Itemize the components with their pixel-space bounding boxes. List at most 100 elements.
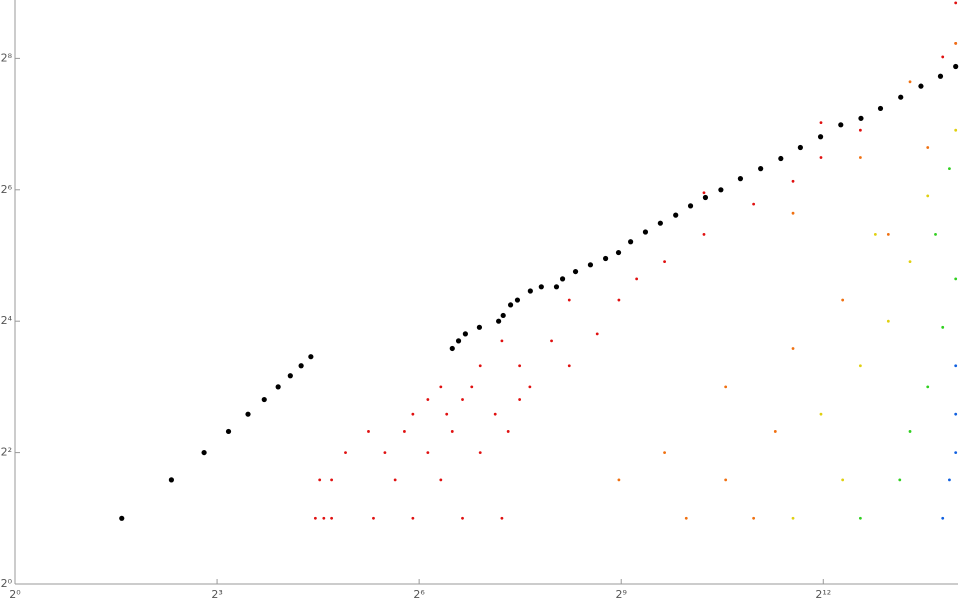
point — [168, 477, 174, 483]
point — [858, 128, 862, 132]
point — [954, 364, 958, 368]
point — [724, 478, 728, 482]
point — [948, 167, 951, 171]
point — [628, 239, 634, 245]
point — [344, 451, 347, 454]
point — [817, 134, 824, 140]
point — [450, 430, 454, 433]
point — [908, 260, 912, 264]
point — [587, 262, 594, 268]
x-tick-label: 2⁰ — [9, 588, 21, 601]
point — [496, 318, 502, 324]
point — [559, 276, 566, 282]
point — [724, 385, 728, 389]
point — [449, 345, 455, 352]
y-tick-label: 2⁶ — [1, 183, 13, 196]
point — [948, 478, 951, 482]
point — [838, 122, 844, 128]
point — [461, 516, 464, 520]
point — [439, 478, 443, 482]
point — [478, 364, 482, 368]
point — [841, 478, 845, 482]
point — [718, 187, 724, 193]
point — [506, 430, 510, 433]
point — [908, 80, 912, 84]
x-tick-label: 2¹² — [815, 588, 831, 601]
x-tick-label: 2³ — [211, 588, 222, 601]
point — [572, 268, 579, 275]
point — [673, 212, 679, 218]
point — [791, 211, 795, 215]
point — [954, 277, 958, 281]
point — [445, 412, 449, 416]
point — [886, 232, 890, 236]
point — [275, 384, 281, 390]
x-tick-label: 2⁹ — [616, 588, 627, 601]
point — [372, 516, 375, 520]
point — [245, 411, 251, 417]
point — [858, 115, 864, 121]
point — [819, 156, 823, 159]
point — [663, 260, 666, 264]
point — [877, 105, 884, 112]
point — [225, 428, 232, 435]
point — [528, 385, 532, 389]
point — [858, 156, 862, 159]
point — [500, 312, 506, 319]
point — [778, 155, 784, 162]
point — [918, 83, 924, 89]
point — [411, 516, 415, 520]
point — [941, 516, 945, 520]
point — [476, 324, 483, 330]
point — [553, 284, 560, 290]
point — [567, 364, 571, 368]
point — [411, 412, 415, 416]
point — [941, 55, 945, 59]
point — [858, 364, 862, 368]
point — [954, 41, 958, 45]
point — [330, 516, 334, 520]
point — [403, 430, 406, 433]
point — [873, 232, 877, 236]
point — [886, 319, 890, 323]
point — [617, 298, 621, 302]
point — [898, 94, 904, 100]
y-tick-label: 2⁰ — [1, 577, 13, 590]
point — [953, 63, 959, 70]
point — [858, 516, 862, 520]
point — [330, 478, 334, 482]
point — [426, 451, 430, 454]
point — [261, 396, 267, 403]
point — [493, 412, 497, 416]
point — [797, 144, 803, 151]
point — [635, 277, 639, 281]
point — [538, 284, 544, 290]
point — [684, 516, 688, 520]
point — [119, 515, 125, 521]
point — [439, 385, 443, 389]
point — [841, 298, 845, 302]
point — [702, 191, 706, 195]
point — [642, 229, 649, 235]
point — [657, 220, 663, 226]
point — [791, 179, 795, 183]
point — [602, 255, 609, 262]
point — [455, 338, 462, 344]
point — [819, 412, 823, 416]
point — [954, 451, 958, 454]
point — [367, 430, 370, 433]
point — [461, 398, 464, 401]
point — [308, 354, 314, 360]
point — [201, 449, 207, 456]
point — [898, 478, 902, 482]
point — [926, 146, 930, 149]
point — [567, 298, 571, 302]
point — [470, 385, 474, 389]
point — [298, 363, 304, 369]
point — [518, 398, 522, 401]
point — [550, 339, 553, 343]
point — [518, 364, 522, 368]
y-tick-label: 2² — [1, 446, 12, 459]
y-tick-label: 2⁴ — [1, 314, 13, 327]
